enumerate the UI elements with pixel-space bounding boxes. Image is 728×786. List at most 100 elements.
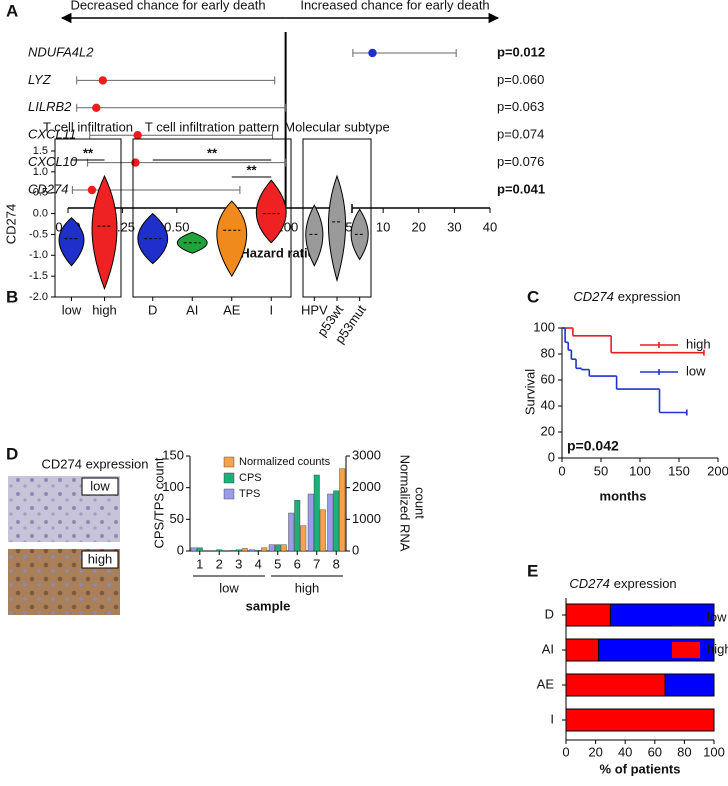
p-value: p=0.012 xyxy=(497,44,545,59)
bar xyxy=(190,547,197,552)
x-tick-label: HPV xyxy=(301,302,328,317)
x-tick-label: 20 xyxy=(588,744,602,759)
bar xyxy=(255,550,262,552)
title-gene: CD274 xyxy=(573,289,613,304)
y2-tick-label: 0 xyxy=(352,542,359,557)
bar xyxy=(229,550,236,552)
panel-label: C xyxy=(527,287,539,306)
group-label: low xyxy=(219,580,239,595)
y-tick-label: 150 xyxy=(162,447,184,462)
y-tick-label: 40 xyxy=(541,397,555,412)
bar xyxy=(313,474,320,552)
bar-segment xyxy=(565,708,715,732)
y-tick-label: 20 xyxy=(541,423,555,438)
x-tick-label: I xyxy=(269,302,273,317)
legend-swatch xyxy=(223,488,235,500)
p-value: p=0.076 xyxy=(497,154,544,169)
bar-segment xyxy=(565,603,611,627)
x-tick-label: 1 xyxy=(196,556,203,571)
x-tick-label: 0 xyxy=(562,744,569,759)
x-axis-label: sample xyxy=(246,598,291,613)
y-axis-label: Survival xyxy=(522,369,537,415)
bar xyxy=(196,547,203,552)
x-tick-label: 2 xyxy=(216,556,223,571)
gene-label: LILRB2 xyxy=(28,99,72,114)
gene-label: CD274 xyxy=(28,181,68,196)
y-tick-label: I xyxy=(550,711,554,726)
y2-tick-label: 3000 xyxy=(352,447,381,462)
legend-label: low xyxy=(686,363,706,378)
y-tick-label: 0 xyxy=(548,449,555,464)
y-tick-label: 1.5 xyxy=(33,145,48,157)
p-value: p=0.060 xyxy=(497,72,544,87)
y-tick-label: 100 xyxy=(162,479,184,494)
image-label-box xyxy=(81,550,119,569)
p-value: p=0.041 xyxy=(497,181,545,196)
y-tick-label: -1.0 xyxy=(29,249,48,261)
bar xyxy=(216,549,223,552)
bar xyxy=(261,547,268,552)
bar xyxy=(268,544,275,552)
y-tick-label: AE xyxy=(537,676,555,691)
panel-label: D xyxy=(6,444,18,463)
legend-swatch xyxy=(672,642,700,658)
y-tick-label: AI xyxy=(542,641,554,656)
significance-label: ** xyxy=(207,145,218,160)
image-label: low xyxy=(90,478,110,493)
title-gene: CD274 xyxy=(569,576,609,591)
x-tick-label: 0 xyxy=(558,463,565,478)
panel-label: A xyxy=(6,1,18,20)
title-rest: expression xyxy=(614,576,677,591)
hr-point xyxy=(98,76,108,85)
x-tick-label: 5 xyxy=(274,556,281,571)
y-tick-label: -0.5 xyxy=(29,228,48,240)
y-tick-label: 0.5 xyxy=(33,187,48,199)
legend-swatch xyxy=(223,472,235,484)
violin xyxy=(305,204,324,267)
x-tick-label: D xyxy=(148,302,157,317)
x-tick-label: 200 xyxy=(707,463,728,478)
x-tick-label: 40 xyxy=(483,219,497,234)
subplot-title: T cell infiltration pattern xyxy=(145,119,279,134)
violin xyxy=(350,208,369,261)
bar xyxy=(333,490,340,552)
violin xyxy=(176,231,208,254)
bar-segment xyxy=(565,638,600,662)
left-label: Decreased chance for early death xyxy=(70,0,265,12)
x-tick-label: 8 xyxy=(333,556,340,571)
x-tick-label: low xyxy=(62,302,82,317)
x-tick-label: high xyxy=(92,302,117,317)
bar xyxy=(300,525,307,552)
subplot-frame xyxy=(54,138,122,298)
violin xyxy=(137,212,168,265)
title-rest: expression xyxy=(618,289,681,304)
bar xyxy=(327,493,334,552)
x-axis-label: Hazard ratio xyxy=(240,245,315,260)
bar xyxy=(288,512,295,552)
image-label: high xyxy=(88,551,113,566)
bar xyxy=(241,548,248,552)
violin xyxy=(216,200,248,278)
bar-segment xyxy=(565,673,666,697)
bar xyxy=(339,468,346,552)
y-tick-label: 0 xyxy=(177,542,184,557)
x-tick-label: 60 xyxy=(648,744,662,759)
gene-label: LYZ xyxy=(28,72,52,87)
gene-label: CXCL10 xyxy=(28,154,78,169)
chart-title: CD274 expression xyxy=(573,289,680,304)
significance-label: ** xyxy=(246,162,257,177)
panel-label: B xyxy=(6,287,18,306)
x-axis-label: months xyxy=(600,488,647,503)
y2-tick-label: 2000 xyxy=(352,479,381,494)
x-tick-label: 80 xyxy=(677,744,691,759)
group-label: high xyxy=(295,580,320,595)
x-tick-label: 6 xyxy=(294,556,301,571)
gene-label: NDUFA4L2 xyxy=(28,44,94,59)
y2-axis-label: count xyxy=(413,487,428,519)
violin xyxy=(328,174,346,283)
violin xyxy=(58,217,85,267)
x-tick-label: AI xyxy=(186,302,198,317)
x-tick-label: AE xyxy=(223,302,241,317)
bar xyxy=(274,544,281,552)
x-tick-label: 0.50 xyxy=(164,219,189,234)
